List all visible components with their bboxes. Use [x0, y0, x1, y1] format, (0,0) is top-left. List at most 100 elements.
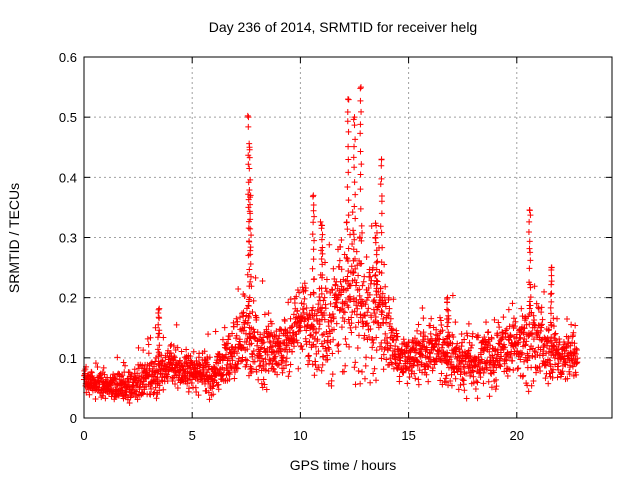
data-point [519, 373, 526, 380]
data-point [230, 323, 237, 330]
data-point [443, 306, 450, 313]
data-point [244, 357, 251, 364]
data-point [114, 354, 121, 361]
data-point [373, 266, 380, 273]
data-point [574, 346, 581, 353]
data-point [347, 296, 354, 303]
data-point [210, 382, 217, 389]
data-point [119, 387, 126, 394]
data-point [549, 366, 556, 373]
data-point [350, 154, 357, 161]
data-point [364, 309, 371, 316]
data-point [433, 326, 440, 333]
data-point [501, 356, 508, 363]
data-point [371, 297, 378, 304]
data-point [341, 318, 348, 325]
data-point [438, 322, 445, 329]
data-point [379, 244, 386, 251]
data-point [247, 278, 254, 285]
data-point [380, 351, 387, 358]
data-point [364, 320, 371, 327]
data-point [335, 348, 342, 355]
data-point [179, 363, 186, 370]
data-point [420, 338, 427, 345]
data-point [418, 359, 425, 366]
data-point [260, 376, 267, 383]
data-point [552, 330, 559, 337]
data-point [515, 339, 522, 346]
data-point [321, 310, 328, 317]
data-point [396, 373, 403, 380]
data-point [392, 343, 399, 350]
data-point [513, 331, 520, 338]
data-point [468, 342, 475, 349]
data-point [160, 334, 167, 341]
data-point [234, 318, 241, 325]
data-point [248, 273, 255, 280]
data-point [378, 162, 385, 169]
data-point [492, 386, 499, 393]
data-point [517, 334, 524, 341]
data-point [276, 332, 283, 339]
data-point [345, 245, 352, 252]
data-point [300, 301, 307, 308]
data-point [340, 308, 347, 315]
data-point [369, 335, 376, 342]
data-point [247, 201, 254, 208]
data-point [506, 366, 513, 373]
data-point [492, 347, 499, 354]
data-point [463, 395, 470, 402]
data-point [526, 321, 533, 328]
data-point [357, 380, 364, 387]
data-point [361, 332, 368, 339]
data-point [510, 315, 517, 322]
data-point [385, 312, 392, 319]
data-point [156, 382, 163, 389]
data-point [536, 363, 543, 370]
data-point [529, 353, 536, 360]
data-point [310, 290, 317, 297]
data-point [413, 357, 420, 364]
data-point [467, 344, 474, 351]
data-point [318, 316, 325, 323]
data-point [345, 212, 352, 219]
data-point [538, 321, 545, 328]
data-point [325, 323, 332, 330]
data-point [345, 96, 351, 103]
data-point [367, 325, 374, 332]
data-point [563, 343, 570, 350]
data-point [334, 296, 341, 303]
data-point [118, 373, 125, 380]
data-point [159, 357, 166, 364]
data-point [153, 395, 160, 402]
data-point [120, 395, 127, 402]
data-point [212, 328, 219, 335]
data-point [378, 192, 385, 199]
data-point [247, 251, 254, 258]
data-point [326, 241, 333, 248]
data-point [526, 298, 533, 305]
data-point [373, 277, 380, 284]
data-point [317, 218, 324, 225]
data-point [485, 329, 492, 336]
data-point [354, 345, 361, 352]
data-point [495, 319, 502, 326]
data-point [229, 330, 236, 337]
data-point [172, 380, 179, 387]
data-point [178, 348, 185, 355]
data-point [356, 292, 363, 299]
data-point [248, 232, 255, 239]
data-point [544, 342, 551, 349]
data-point [246, 310, 253, 317]
data-point [344, 226, 351, 233]
data-point [550, 343, 557, 350]
data-point [458, 343, 465, 350]
data-point [550, 342, 557, 349]
data-point [173, 321, 180, 328]
data-point [246, 331, 253, 338]
data-point [92, 396, 99, 403]
data-point [390, 296, 397, 303]
data-point [372, 234, 379, 241]
data-point [358, 108, 365, 115]
